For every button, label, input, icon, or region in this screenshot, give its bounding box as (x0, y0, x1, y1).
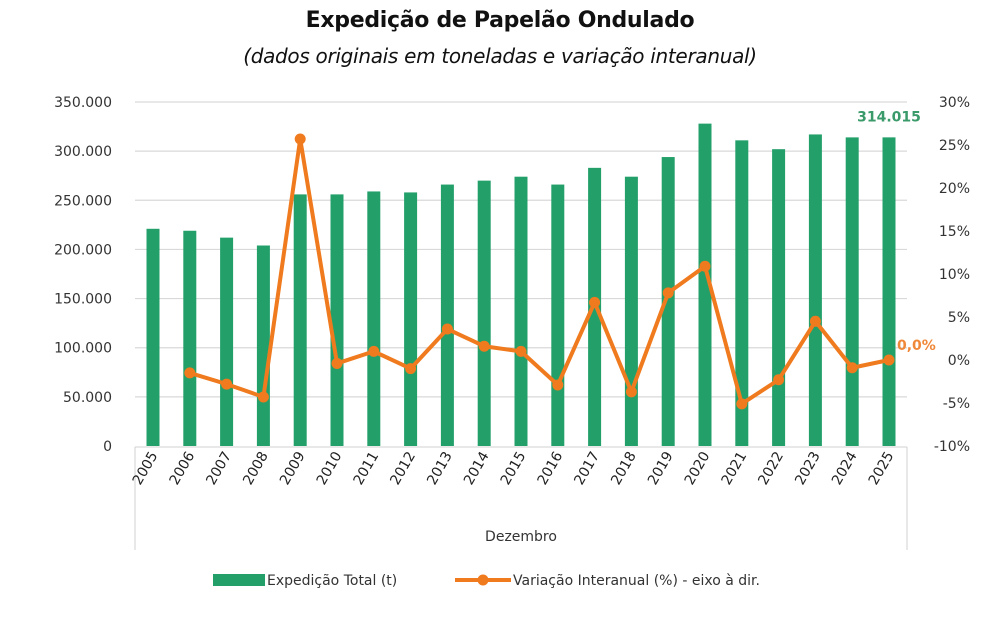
x-tick-label: 2020 (682, 449, 714, 488)
line-marker (221, 378, 233, 390)
bar (845, 137, 859, 446)
y-right-tick-label: 20% (939, 181, 970, 197)
x-tick-label: 2015 (498, 449, 530, 488)
bar (661, 157, 675, 447)
line-marker (662, 287, 674, 299)
x-tick-label: 2006 (167, 449, 199, 488)
line-marker (625, 386, 637, 398)
x-tick-label: 2025 (866, 449, 898, 488)
bar (183, 230, 197, 446)
bar (735, 140, 749, 446)
y-right-tick-label: 30% (939, 95, 970, 111)
x-tick-label: 2021 (719, 449, 751, 488)
line-marker (736, 398, 748, 410)
category-axis-box (134, 446, 908, 550)
y-right-tick-label: -10% (934, 439, 970, 455)
line-series (184, 133, 895, 410)
x-tick-label: 2008 (240, 449, 272, 488)
bar (293, 194, 307, 446)
bar (256, 245, 270, 446)
line-marker (184, 367, 196, 379)
x-axis-ticks: 2005 2006 2007 2008 2009 2010 2011 2012 2013 2014… (130, 449, 898, 488)
x-tick-label: 2019 (645, 449, 677, 488)
y-right-tick-label: 5% (948, 310, 970, 326)
bar-data-label: 314.015 (857, 109, 921, 125)
x-tick-label: 2011 (351, 449, 383, 488)
line-marker (809, 315, 821, 327)
bar (330, 194, 344, 446)
legend-label: Variação Interanual (%) - eixo à dir. (513, 573, 760, 589)
line-marker (846, 362, 858, 374)
x-tick-label: 2009 (277, 449, 309, 488)
y-left-tick-label: 200.000 (54, 242, 112, 258)
line-path (187, 136, 891, 406)
legend-swatch-marker (477, 574, 489, 586)
y-right-tick-label: -5% (943, 396, 970, 412)
x-tick-label: 2007 (203, 449, 235, 488)
line-marker (257, 391, 269, 403)
bar (808, 134, 822, 447)
data-labels: 314.015 0,0% (857, 109, 936, 354)
bar (698, 123, 712, 446)
bar (477, 180, 491, 446)
line-marker (405, 363, 417, 375)
bar (624, 176, 638, 446)
bar (882, 137, 896, 447)
x-tick-label: 2012 (387, 449, 419, 488)
y-left-tick-label: 0 (103, 439, 112, 455)
chart-subtitle: (dados originais em toneladas e variação… (243, 44, 757, 68)
bar (772, 149, 786, 447)
line-marker (294, 133, 306, 145)
x-tick-label: 2023 (792, 449, 824, 488)
line-marker (589, 296, 601, 308)
x-tick-label: 2013 (424, 449, 456, 488)
x-axis-label: Dezembro (485, 529, 557, 545)
y-left-tick-label: 250.000 (54, 193, 112, 209)
bar (220, 237, 234, 446)
bar (367, 191, 381, 446)
y-axis-left: 0 50.000 100.000 150.000 200.000 250.000 300.0… (54, 95, 112, 455)
x-tick-label: 2017 (571, 449, 603, 488)
line-marker (368, 345, 380, 357)
bar (146, 228, 160, 446)
x-tick-label: 2022 (755, 449, 787, 488)
line-marker (699, 260, 711, 272)
y-right-tick-label: 10% (939, 267, 970, 283)
line-marker (883, 354, 895, 366)
x-tick-label: 2016 (535, 449, 567, 488)
x-tick-label: 2014 (461, 449, 493, 488)
x-tick-label: 2010 (314, 449, 346, 488)
line-marker (331, 357, 343, 369)
x-tick-label: 2024 (829, 449, 861, 488)
line-marker (515, 345, 527, 357)
y-right-tick-label: 15% (939, 224, 970, 240)
line-marker (441, 323, 453, 335)
line-data-label: 0,0% (897, 338, 936, 354)
y-left-tick-label: 100.000 (54, 341, 112, 357)
y-right-tick-label: 25% (939, 138, 970, 154)
y-left-tick-label: 300.000 (54, 144, 112, 160)
bar (514, 176, 528, 446)
x-tick-label: 2018 (608, 449, 640, 488)
legend: Expedição Total (t) Variação Interanual (… (213, 573, 760, 589)
y-left-tick-label: 150.000 (54, 292, 112, 308)
chart-title: Expedição de Papelão Ondulado (305, 8, 695, 33)
legend-item-line: Variação Interanual (%) - eixo à dir. (455, 573, 760, 589)
legend-label: Expedição Total (t) (267, 573, 397, 589)
line-marker (552, 379, 564, 391)
line-marker (478, 340, 490, 352)
y-left-tick-label: 50.000 (63, 390, 112, 406)
bar (551, 184, 565, 446)
y-left-tick-label: 350.000 (54, 95, 112, 111)
bar (404, 192, 418, 446)
legend-item-bars: Expedição Total (t) (213, 573, 397, 589)
bar (440, 184, 454, 446)
line-marker (773, 374, 785, 386)
legend-swatch-bar (213, 574, 265, 586)
y-axis-right: -10% -5% 0% 5% 10% 15% 20% 25% 30% (934, 95, 970, 455)
y-right-tick-label: 0% (948, 353, 970, 369)
